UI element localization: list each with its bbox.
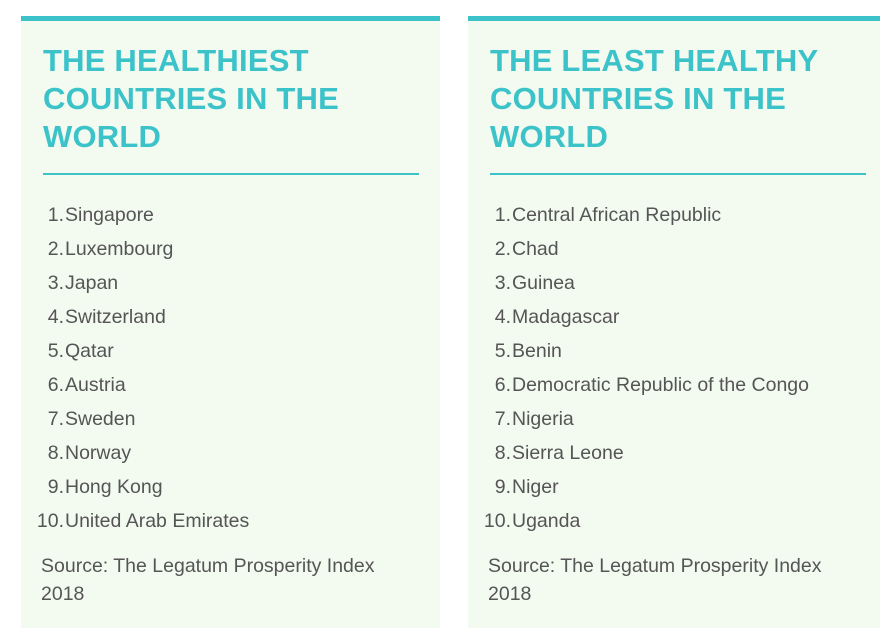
list-item: 8.Sierra Leone bbox=[468, 436, 809, 470]
list-item: 1.Central African Republic bbox=[468, 198, 809, 232]
list-item: 7.Nigeria bbox=[468, 402, 809, 436]
ranking-list: 1.Singapore 2.Luxembourg 3.Japan 4.Switzerl… bbox=[21, 198, 249, 538]
list-item: 3.Japan bbox=[21, 266, 249, 300]
country-name: Switzerland bbox=[65, 306, 166, 328]
list-item: 6.Democratic Republic of the Congo bbox=[468, 368, 809, 402]
list-item: 9.Niger bbox=[468, 470, 809, 504]
rank-number: 1. bbox=[494, 204, 511, 226]
country-name: Sierra Leone bbox=[512, 442, 624, 464]
rank-number: 10. bbox=[36, 510, 64, 532]
list-item: 2.Luxembourg bbox=[21, 232, 249, 266]
rank-number: 3. bbox=[494, 272, 511, 294]
rank-number: 1. bbox=[47, 204, 64, 226]
country-name: Central African Republic bbox=[512, 204, 722, 226]
list-item: 3.Guinea bbox=[468, 266, 809, 300]
list-item: 6.Austria bbox=[21, 368, 249, 402]
list-item: 2.Chad bbox=[468, 232, 809, 266]
rank-number: 9. bbox=[47, 476, 64, 498]
rank-number: 5. bbox=[47, 340, 64, 362]
title-divider bbox=[490, 173, 866, 175]
list-item: 4.Madagascar bbox=[468, 300, 809, 334]
rank-number: 7. bbox=[47, 408, 64, 430]
list-item: 9.Hong Kong bbox=[21, 470, 249, 504]
country-name: Guinea bbox=[512, 272, 575, 294]
rank-number: 4. bbox=[494, 306, 511, 328]
rank-number: 10. bbox=[483, 510, 511, 532]
country-name: Japan bbox=[65, 272, 119, 294]
list-item: 5.Qatar bbox=[21, 334, 249, 368]
country-name: Qatar bbox=[65, 340, 114, 362]
list-item: 5.Benin bbox=[468, 334, 809, 368]
source-note: Source: The Legatum Prosperity Index 201… bbox=[488, 555, 822, 605]
country-name: Niger bbox=[512, 476, 559, 498]
rank-number: 8. bbox=[47, 442, 64, 464]
ranking-list: 1.Central African Republic 2.Chad 3.Guinea… bbox=[468, 198, 809, 538]
country-name: Chad bbox=[512, 238, 559, 260]
healthiest-countries-panel: THE HEALTHIEST COUNTRIES IN THE WORLD 1.… bbox=[21, 16, 440, 628]
country-name: Sweden bbox=[65, 408, 136, 430]
rank-number: 9. bbox=[494, 476, 511, 498]
panel-title: THE HEALTHIEST COUNTRIES IN THE WORLD bbox=[43, 43, 339, 154]
rank-number: 2. bbox=[494, 238, 511, 260]
list-item: 4.Switzerland bbox=[21, 300, 249, 334]
country-name: Nigeria bbox=[512, 408, 574, 430]
country-name: Madagascar bbox=[512, 306, 620, 328]
source-note: Source: The Legatum Prosperity Index 201… bbox=[41, 555, 375, 605]
country-name: Hong Kong bbox=[65, 476, 163, 498]
country-name: Benin bbox=[512, 340, 562, 362]
country-name: Singapore bbox=[65, 204, 154, 226]
least-healthy-countries-panel: THE LEAST HEALTHY COUNTRIES IN THE WORLD… bbox=[468, 16, 880, 628]
country-name: Austria bbox=[65, 374, 126, 396]
list-item: 10.Uganda bbox=[468, 504, 809, 538]
rank-number: 4. bbox=[47, 306, 64, 328]
rank-number: 5. bbox=[494, 340, 511, 362]
rank-number: 7. bbox=[494, 408, 511, 430]
rank-number: 6. bbox=[47, 374, 64, 396]
list-item: 1.Singapore bbox=[21, 198, 249, 232]
country-name: United Arab Emirates bbox=[65, 510, 250, 532]
list-item: 10.United Arab Emirates bbox=[21, 504, 249, 538]
country-name: Norway bbox=[65, 442, 132, 464]
list-item: 8.Norway bbox=[21, 436, 249, 470]
title-divider bbox=[43, 173, 419, 175]
country-name: Democratic Republic of the Congo bbox=[512, 374, 809, 396]
rank-number: 6. bbox=[494, 374, 511, 396]
country-name: Uganda bbox=[512, 510, 581, 532]
rank-number: 8. bbox=[494, 442, 511, 464]
country-name: Luxembourg bbox=[65, 238, 174, 260]
panel-title: THE LEAST HEALTHY COUNTRIES IN THE WORLD bbox=[490, 43, 818, 154]
rank-number: 3. bbox=[47, 272, 64, 294]
list-item: 7.Sweden bbox=[21, 402, 249, 436]
rank-number: 2. bbox=[47, 238, 64, 260]
